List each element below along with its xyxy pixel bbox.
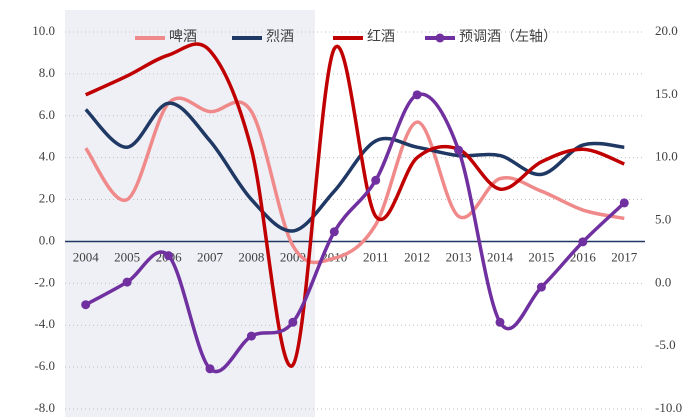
legend-label: 烈酒 — [266, 29, 294, 45]
y-tick-label: 0.0 — [39, 232, 55, 247]
y-tick-label: 8.0 — [39, 65, 55, 80]
y2-tick-label: 20.0 — [655, 23, 678, 38]
x-tick-label: 2008 — [238, 249, 264, 264]
x-tick-label: 2011 — [363, 249, 389, 264]
x-tick-label: 2016 — [570, 249, 597, 264]
legend-label: 红酒 — [367, 29, 395, 45]
point — [578, 237, 588, 247]
point — [412, 90, 422, 100]
point — [81, 300, 91, 310]
series-line — [84, 92, 626, 374]
point — [371, 175, 381, 185]
x-tick-label: 2005 — [114, 249, 140, 264]
y-tick-label: 4.0 — [39, 149, 55, 164]
point — [205, 364, 215, 374]
y2-tick-label: 15.0 — [655, 86, 678, 101]
x-tick-label: 2007 — [197, 249, 224, 264]
x-tick-label: 2015 — [528, 249, 554, 264]
point — [122, 277, 132, 287]
y-tick-label: 2.0 — [39, 191, 55, 206]
y-tick-label: -6.0 — [34, 358, 55, 373]
legend-marker — [435, 33, 445, 43]
point — [619, 198, 629, 208]
point — [329, 227, 339, 237]
point — [164, 251, 174, 261]
x-tick-label: 2017 — [611, 249, 638, 264]
legend-label: 预调酒（左轴） — [459, 29, 557, 45]
point — [288, 317, 298, 327]
shaded-period — [65, 10, 315, 417]
x-tick-label: 2013 — [446, 249, 472, 264]
y-tick-label: -2.0 — [34, 274, 55, 289]
series-line — [84, 101, 625, 233]
series-line — [84, 42, 625, 368]
y2-tick-label: 0.0 — [655, 274, 671, 289]
y2-tick-label: -10.0 — [655, 400, 682, 415]
point — [536, 282, 546, 292]
x-tick-label: 2014 — [487, 249, 514, 264]
y2-tick-label: 10.0 — [655, 149, 678, 164]
point — [454, 145, 464, 155]
y-tick-label: 6.0 — [39, 107, 55, 122]
x-tick-label: 2004 — [73, 249, 100, 264]
y2-tick-label: 5.0 — [655, 211, 671, 226]
y-tick-label: -4.0 — [34, 316, 55, 331]
point — [495, 317, 505, 327]
y-tick-label: 10.0 — [32, 23, 55, 38]
y2-tick-label: -5.0 — [655, 337, 676, 352]
point — [246, 331, 256, 341]
legend-label: 啤酒 — [169, 29, 197, 45]
y-tick-label: -8.0 — [34, 400, 55, 415]
x-tick-label: 2012 — [404, 249, 430, 264]
